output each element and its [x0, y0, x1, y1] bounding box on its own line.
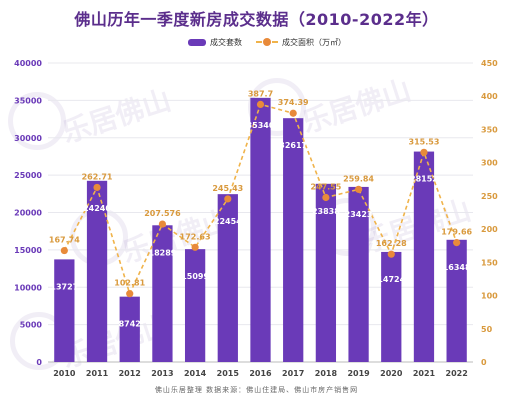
y-right-tick-label: 450	[481, 59, 498, 68]
x-tick-label: 2015	[217, 369, 240, 378]
bar	[250, 97, 271, 363]
bar	[86, 180, 108, 362]
bar-value-label: 15099	[181, 272, 209, 281]
bar	[152, 225, 173, 362]
bar	[119, 296, 140, 362]
area-point	[256, 100, 265, 108]
bar-value-label: 28152	[410, 175, 438, 184]
y-right-tick-label: 350	[481, 125, 498, 134]
area-value-label: 179.66	[441, 228, 472, 237]
bar-value-label: 24240	[83, 204, 111, 213]
x-tick-label: 2017	[282, 369, 304, 378]
bar	[54, 259, 75, 362]
bar-value-label: 35340	[247, 121, 275, 130]
area-value-label: 167.74	[49, 236, 80, 245]
y-left-tick-label: 20000	[14, 209, 42, 218]
area-value-label: 387.7	[248, 89, 273, 98]
x-tick-label: 2016	[249, 369, 272, 378]
y-left-tick-label: 35000	[14, 96, 42, 105]
x-tick-label: 2012	[119, 369, 141, 378]
x-tick-label: 2018	[315, 369, 338, 378]
y-right-tick-label: 200	[481, 225, 498, 234]
chart-legend: 成交套数 成交面积（万㎡）	[188, 35, 346, 49]
x-tick-label: 2011	[86, 369, 109, 378]
area-point	[289, 109, 297, 117]
area-value-label: 262.71	[82, 172, 113, 181]
bar	[348, 186, 369, 362]
y-right-tick-label: 0	[481, 358, 487, 367]
bar-value-label: 18289	[149, 248, 177, 257]
y-right-tick-label: 300	[481, 159, 498, 168]
y-left-tick-label: 30000	[14, 134, 42, 143]
bar-value-label: 16348	[443, 263, 471, 272]
legend-line-label: 成交面积（万㎡）	[282, 37, 346, 47]
area-point	[126, 290, 134, 298]
chart-footer: 佛山乐居整理 数据来源：佛山住建局、佛山市房产销售网	[154, 386, 359, 394]
area-point	[224, 195, 232, 203]
area-point	[354, 185, 363, 193]
area-point	[387, 250, 395, 258]
area-point	[322, 193, 330, 202]
area-point	[60, 246, 68, 255]
x-tick-label: 2020	[380, 369, 403, 378]
bar-value-label: 8742	[119, 320, 141, 329]
y-right-tick-label: 150	[481, 258, 498, 267]
bar	[184, 249, 206, 362]
area-point	[453, 239, 461, 247]
x-tick-label: 2014	[184, 369, 207, 378]
y-left-tick-label: 25000	[14, 171, 42, 180]
x-tick-label: 2013	[151, 369, 173, 378]
area-value-label: 207.576	[144, 209, 181, 218]
bar	[381, 251, 402, 362]
y-left-tick-label: 10000	[14, 283, 42, 292]
y-left-tick-label: 0	[36, 358, 42, 367]
bar-value-label: 23423	[345, 210, 373, 219]
area-point	[420, 148, 428, 156]
legend-bar-label: 成交套数	[210, 37, 242, 47]
bar-value-label: 32617	[279, 141, 307, 150]
area-value-label: 162.28	[376, 239, 407, 248]
x-tick-label: 2010	[53, 369, 76, 378]
area-value-label: 259.84	[343, 174, 374, 183]
area-point	[158, 220, 167, 228]
bar-value-label: 23838	[312, 207, 340, 216]
bar	[283, 118, 304, 362]
area-point	[93, 183, 101, 192]
x-tick-label: 2021	[413, 369, 436, 378]
area-value-label: 247.55	[310, 183, 341, 192]
x-tick-label: 2019	[347, 369, 370, 378]
bar-value-label: 13727	[50, 282, 78, 291]
area-value-label: 172.63	[180, 232, 211, 241]
y-right-tick-label: 100	[481, 292, 498, 301]
x-tick-label: 2022	[446, 369, 468, 378]
legend-bar-swatch	[188, 38, 206, 46]
y-right-tick-label: 400	[481, 92, 498, 101]
y-left-tick-label: 15000	[14, 246, 42, 255]
y-right-tick-label: 250	[481, 192, 498, 201]
area-value-label: 374.39	[278, 98, 309, 107]
bar-value-label: 22454	[214, 217, 242, 226]
chart-title: 佛山历年一季度新房成交数据（2010-2022年）	[74, 10, 439, 29]
area-value-label: 245.43	[212, 184, 243, 193]
area-value-label: 315.53	[409, 137, 440, 146]
area-value-label: 102.81	[114, 279, 145, 288]
area-point	[191, 243, 199, 251]
bar	[217, 194, 238, 362]
y-right-tick-label: 50	[481, 325, 493, 334]
bar-value-label: 14724	[377, 275, 405, 284]
y-left-tick-label: 5000	[20, 321, 43, 330]
y-left-tick-label: 40000	[14, 59, 42, 68]
legend-line-swatch	[256, 38, 278, 46]
bar	[413, 151, 435, 362]
bar	[446, 239, 467, 362]
watermark-logo	[8, 92, 66, 150]
bar	[315, 183, 337, 362]
